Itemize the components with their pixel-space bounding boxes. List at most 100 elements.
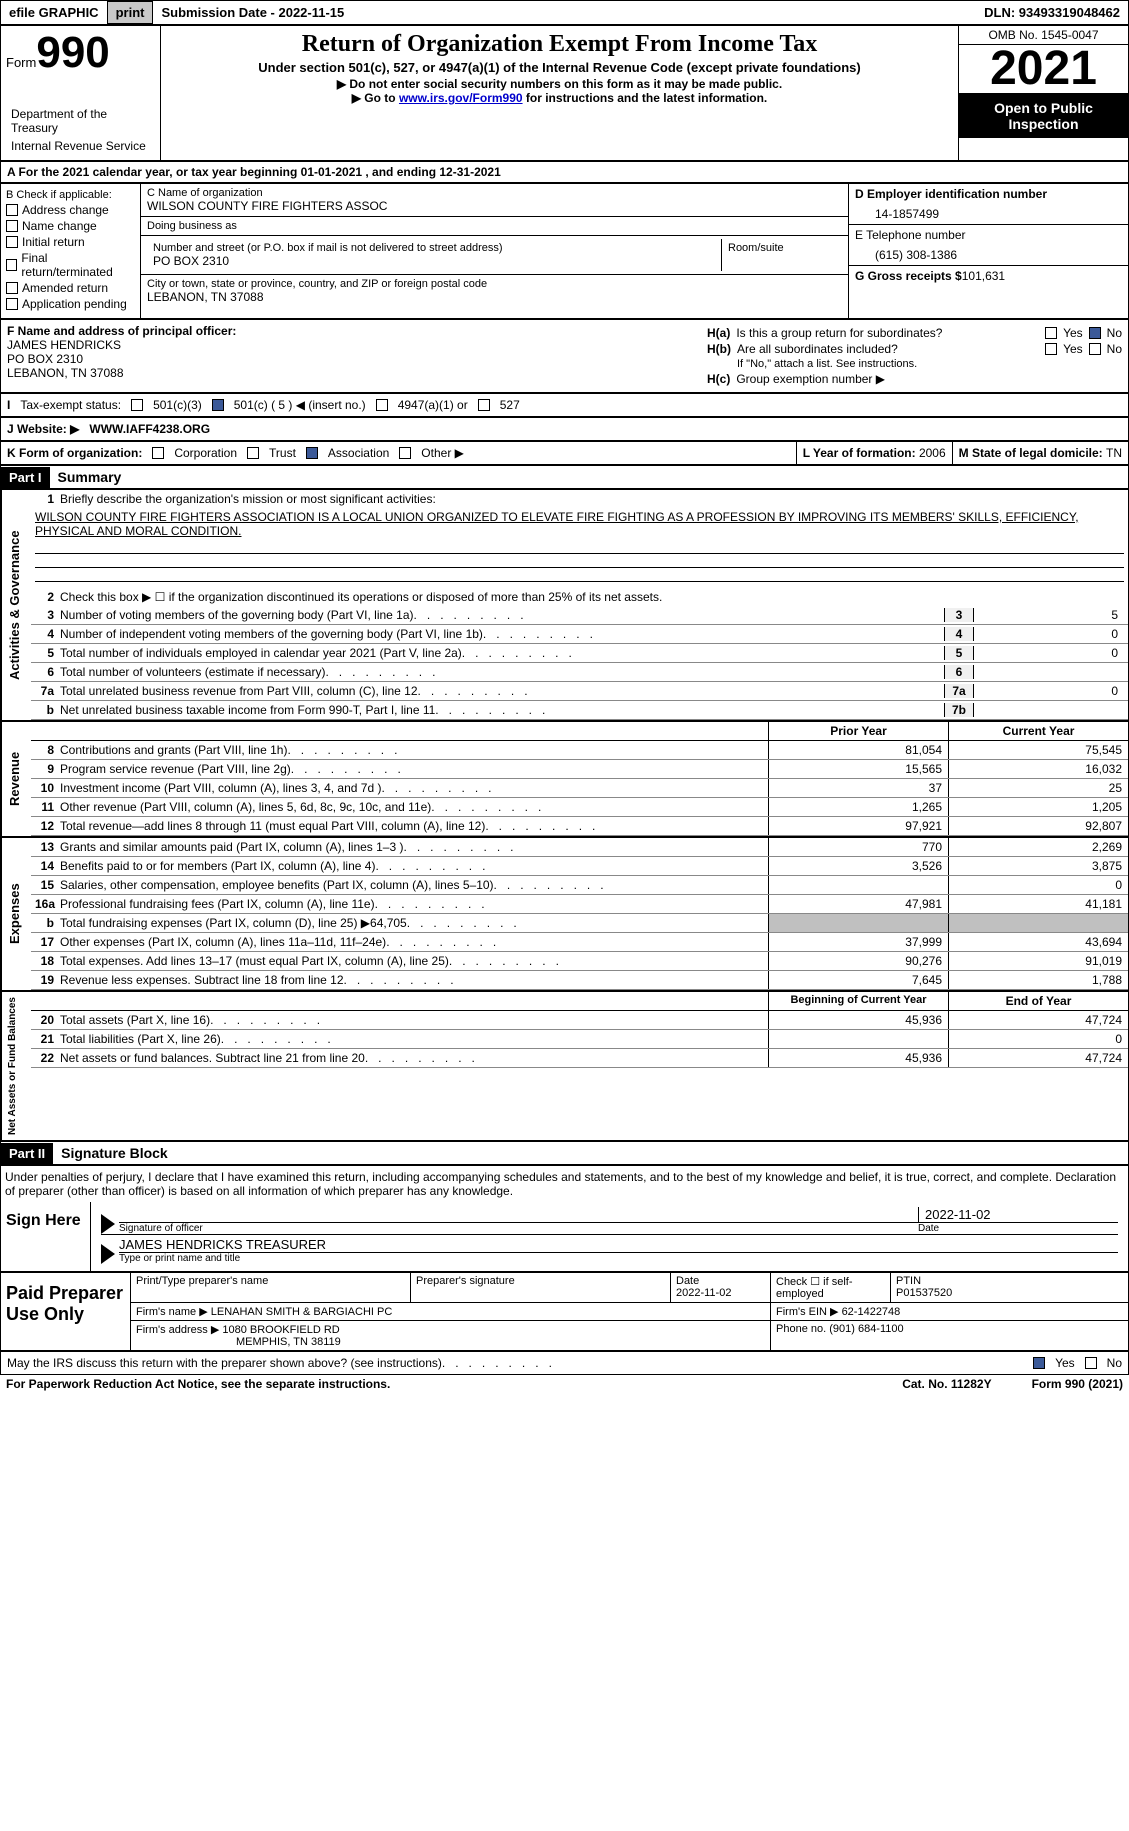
form-word: Form [6,55,36,70]
name-change-checkbox[interactable] [6,220,18,232]
k-label: K Form of organization: [7,446,142,460]
h-section: H(a) Is this a group return for subordin… [701,320,1128,392]
line7a-value: 0 [974,684,1124,698]
firm-phone-value: (901) 684-1100 [829,1323,903,1335]
firm-ein-value: 62-1422748 [842,1306,901,1318]
a-line: A For the 2021 calendar year, or tax yea… [0,161,1129,183]
ha-yes-checkbox[interactable] [1045,327,1057,339]
addr-value: PO BOX 2310 [153,254,715,268]
current-year-header: Current Year [948,722,1128,740]
hb-yes-checkbox[interactable] [1045,343,1057,355]
open-public: Open to Public Inspection [959,94,1128,138]
table-row: 17Other expenses (Part IX, column (A), l… [31,933,1128,952]
discuss-yes-checkbox[interactable] [1033,1357,1045,1369]
b-label: B Check if applicable: [6,189,135,201]
line-text: Total fundraising expenses (Part IX, col… [60,916,517,930]
bottom-row: For Paperwork Reduction Act Notice, see … [0,1375,1129,1393]
current-value: 16,032 [948,760,1128,778]
dln-label: DLN: 93493319048462 [976,2,1128,23]
initial-return-checkbox[interactable] [6,236,18,248]
form-number-box: Form990 Department of the Treasury Inter… [1,26,161,160]
hb-note: If "No," attach a list. See instructions… [707,358,1122,370]
line-text: Benefits paid to or for members (Part IX… [60,859,485,873]
app-pending-checkbox[interactable] [6,298,18,310]
main-title: Return of Organization Exempt From Incom… [166,31,953,58]
final-return-label: Final return/terminated [21,251,135,279]
topbar: efile GRAPHIC print Submission Date - 20… [0,0,1129,25]
firm-phone-label: Phone no. [776,1323,826,1335]
other-checkbox[interactable] [399,447,411,459]
sig-name-value: JAMES HENDRICKS TREASURER [119,1237,1118,1253]
527-checkbox[interactable] [478,399,490,411]
addr-change-label: Address change [22,203,109,217]
table-row: 19Revenue less expenses. Subtract line 1… [31,971,1128,990]
table-row: 20Total assets (Part X, line 16)45,93647… [31,1011,1128,1030]
assoc-checkbox[interactable] [306,447,318,459]
line-text: Total revenue—add lines 8 through 11 (mu… [60,819,595,833]
print-button[interactable]: print [107,1,154,24]
current-value: 25 [948,779,1128,797]
part2-title: Signature Block [53,1142,176,1164]
officer-addr2: LEBANON, TN 37088 [7,366,695,380]
k-row: K Form of organization: Corporation Trus… [0,441,1129,465]
trust-checkbox[interactable] [247,447,259,459]
addr-cell: Number and street (or P.O. box if mail i… [141,236,848,275]
blank-line [35,540,1124,554]
line5-text: Total number of individuals employed in … [60,646,944,660]
preparer-label: Paid Preparer Use Only [1,1273,131,1350]
blank-line [35,568,1124,582]
goto-pre: ▶ Go to [352,91,399,105]
dba-label: Doing business as [147,220,842,232]
501c5-checkbox[interactable] [212,399,224,411]
sign-here-label: Sign Here [1,1202,91,1271]
goto-post: for instructions and the latest informat… [523,91,768,105]
c-label: C Name of organization [147,187,842,199]
line6-text: Total number of volunteers (estimate if … [60,665,944,679]
end-year-header: End of Year [948,992,1128,1010]
line3-text: Number of voting members of the governin… [60,608,944,622]
discuss-no-label: No [1107,1356,1122,1370]
subtitle-1: Under section 501(c), 527, or 4947(a)(1)… [166,60,953,75]
officer-addr1: PO BOX 2310 [7,352,695,366]
table-row: 15Salaries, other compensation, employee… [31,876,1128,895]
line-text: Total expenses. Add lines 13–17 (must eq… [60,954,559,968]
current-value: 1,205 [948,798,1128,816]
table-row: 12Total revenue—add lines 8 through 11 (… [31,817,1128,836]
netassets-section: Net Assets or Fund Balances Beginning of… [0,991,1129,1141]
prior-value [768,914,948,932]
ha-no-checkbox[interactable] [1089,327,1101,339]
ptin-label: PTIN [896,1275,1123,1287]
prior-value [768,876,948,894]
discuss-no-checkbox[interactable] [1085,1357,1097,1369]
trust-label: Trust [269,446,296,460]
hb-no-checkbox[interactable] [1089,343,1101,355]
amended-checkbox[interactable] [6,282,18,294]
4947-label: 4947(a)(1) or [398,398,468,412]
g-label: G Gross receipts $ [855,269,962,283]
ptin-value: P01537520 [896,1287,1123,1299]
addr-change-checkbox[interactable] [6,204,18,216]
current-value: 47,724 [948,1011,1128,1029]
501c3-checkbox[interactable] [131,399,143,411]
firm-label: Firm's name ▶ [136,1306,208,1318]
phone-value: (615) 308-1386 [855,242,1122,262]
prep-sig-label: Preparer's signature [416,1275,665,1287]
dba-cell: Doing business as [141,217,848,236]
line-text: Grants and similar amounts paid (Part IX… [60,840,514,854]
e-label: E Telephone number [855,228,1122,242]
table-row: 18Total expenses. Add lines 13–17 (must … [31,952,1128,971]
firm-addr1: 1080 BROOKFIELD RD [222,1324,339,1336]
4947-checkbox[interactable] [376,399,388,411]
final-return-checkbox[interactable] [6,259,17,271]
j-label: J Website: ▶ [7,422,79,436]
irs-link[interactable]: www.irs.gov/Form990 [399,91,523,105]
i-row: I Tax-exempt status: 501(c)(3) 501(c) ( … [0,393,1129,417]
sig-name-sub: Type or print name and title [119,1253,1118,1264]
current-value: 43,694 [948,933,1128,951]
penalty-text: Under penalties of perjury, I declare th… [1,1166,1128,1202]
prior-value: 90,276 [768,952,948,970]
corp-checkbox[interactable] [152,447,164,459]
part2-header-row: Part II Signature Block [0,1141,1129,1165]
revenue-label: Revenue [1,722,31,836]
prior-value: 81,054 [768,741,948,759]
